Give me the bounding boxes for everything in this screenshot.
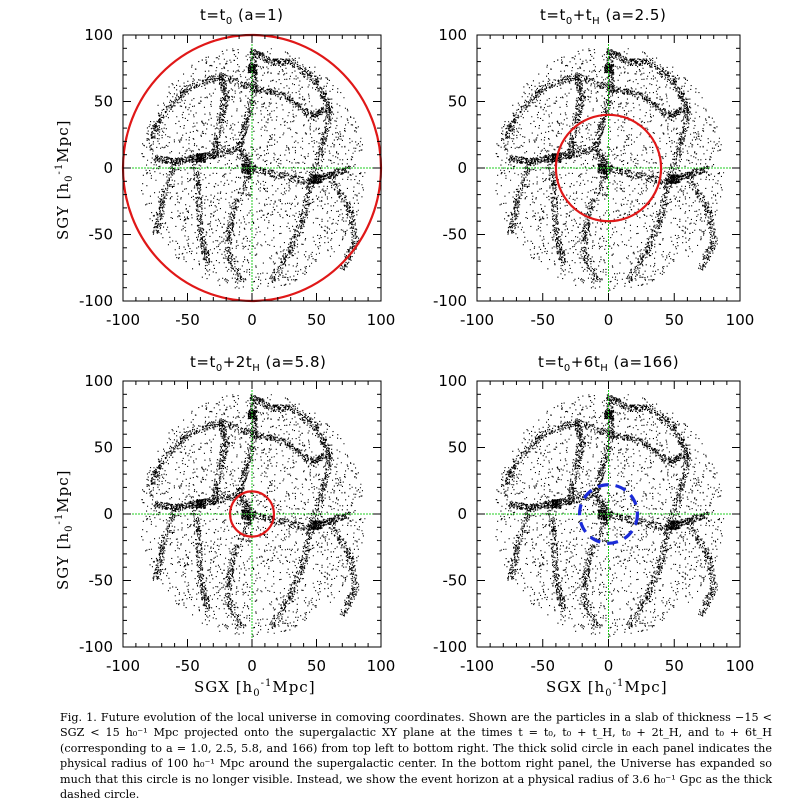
x-tick-label: 50: [665, 657, 684, 675]
y-tick-label: 50: [448, 93, 467, 111]
x-tick-label: 0: [247, 657, 257, 675]
particle-field: [495, 48, 725, 291]
y-tick-label: -50: [443, 572, 468, 590]
x-tick-label: 100: [726, 311, 755, 329]
x-tick-label: 50: [307, 657, 326, 675]
particles: [141, 394, 366, 637]
particles: [141, 48, 366, 291]
particle-field: [141, 48, 366, 291]
y-tick-label: -100: [79, 638, 113, 656]
physical-radius-circle: [228, 490, 276, 538]
panel-title-bottom-left: t=t0+2tH (a=5.8): [190, 353, 327, 374]
x-tick-label: 50: [307, 311, 326, 329]
y-tick-label: 0: [457, 159, 467, 177]
x-tick-label: 0: [247, 311, 257, 329]
y-tick-label: 50: [94, 93, 113, 111]
y-tick-label: -50: [89, 226, 114, 244]
x-tick-label: -100: [460, 657, 494, 675]
x-tick-label: 100: [367, 311, 396, 329]
figure-caption: Fig. 1. Future evolution of the local un…: [60, 711, 772, 802]
x-tick-label: -50: [175, 311, 200, 329]
physical-radius-circle: [554, 113, 663, 223]
particles: [495, 48, 725, 291]
panel-bottom-right: -100-100 -50 -50 0 0 50 50 100 100: [433, 372, 754, 675]
panel-title-top-right: t=t0+tH (a=2.5): [540, 6, 667, 27]
x-tick-label: -100: [106, 311, 140, 329]
y-tick-label: 100: [84, 372, 113, 390]
panel-title-bottom-right: t=t0+6tH (a=166): [538, 353, 680, 374]
x-tick-label: -100: [460, 311, 494, 329]
x-tick-label: 100: [726, 657, 755, 675]
y-tick-label: 100: [438, 26, 467, 44]
y-tick-label: 50: [94, 439, 113, 457]
y-tick-label: 0: [457, 505, 467, 523]
y-tick-label: -50: [443, 226, 468, 244]
x-tick-label: -50: [175, 657, 200, 675]
y-tick-label: 0: [103, 159, 113, 177]
x-tick-label: 100: [367, 657, 396, 675]
particles: [495, 394, 725, 637]
x-tick-label: 0: [604, 311, 614, 329]
y-tick-label: -100: [79, 292, 113, 310]
y-axis-label-top: SGY [h0-1Mpc]: [54, 119, 75, 240]
event-horizon-circle: [577, 483, 640, 545]
y-tick-label: -100: [433, 638, 467, 656]
y-tick-label: -100: [433, 292, 467, 310]
x-tick-label: 0: [604, 657, 614, 675]
x-tick-label: -50: [531, 657, 556, 675]
y-tick-label: 100: [84, 26, 113, 44]
y-tick-label: 0: [103, 505, 113, 523]
y-axis-label-bottom: SGY [h0-1Mpc]: [54, 469, 75, 590]
y-tick-label: 50: [448, 439, 467, 457]
x-tick-label: -50: [531, 311, 556, 329]
panel-title-top-left: t=t0 (a=1): [200, 6, 284, 27]
x-axis-label-right: SGX [h0-1Mpc]: [546, 678, 668, 699]
particle-field: [141, 394, 366, 637]
x-tick-label: 50: [665, 311, 684, 329]
figure-panels: -100-100-50-50005050100100-100-100-50-50…: [79, 26, 754, 675]
x-tick-label: -100: [106, 657, 140, 675]
particle-field: [495, 394, 725, 637]
panel-bottom-left: -100-100 -50 -50 0 0 50 50 100 100: [79, 372, 395, 675]
y-tick-label: -50: [89, 572, 114, 590]
panel-top-left: -100-100 -50 -50 0 0 50 50 100 100: [79, 26, 395, 329]
panel-top-right: -100-100 -50 -50 0 0 50 50 100 100: [433, 26, 754, 329]
y-tick-label: 100: [438, 372, 467, 390]
x-axis-label-left: SGX [h0-1Mpc]: [194, 678, 316, 699]
